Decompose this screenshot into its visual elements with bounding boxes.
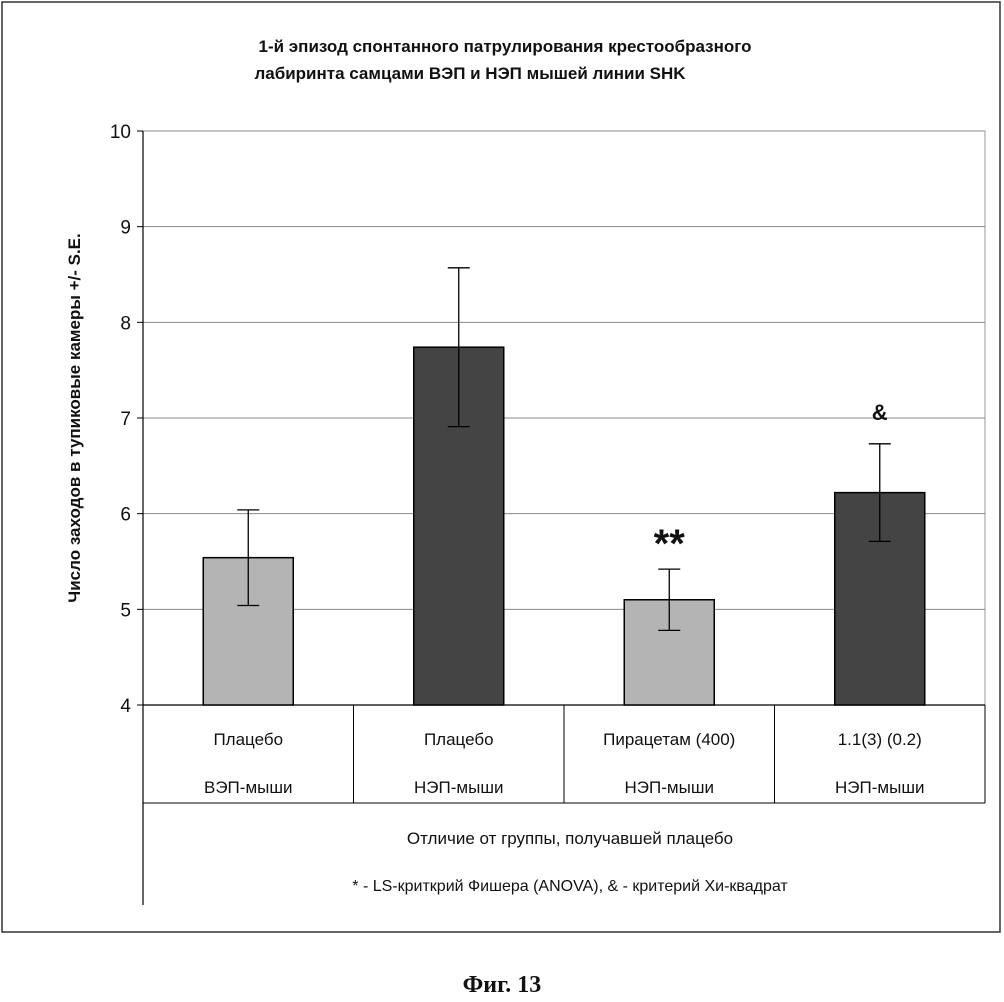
category-label-group: НЭП-мыши xyxy=(625,778,714,797)
significance-marker: & xyxy=(872,400,888,425)
note-line-2: * - LS-криткрий Фишера (ANOVA), & - крит… xyxy=(352,878,788,895)
category-label-treatment: Пирацетам (400) xyxy=(603,730,735,749)
y-tick-label: 7 xyxy=(120,409,131,430)
y-tick-label: 6 xyxy=(120,505,131,526)
category-label-treatment: 1.1(3) (0.2) xyxy=(838,730,922,749)
y-tick-label: 9 xyxy=(120,218,131,239)
y-tick-label: 10 xyxy=(110,122,131,143)
figure-caption: Фиг. 13 xyxy=(463,972,542,998)
note-line-1: Отличие от группы, получавшей плацебо xyxy=(407,829,733,848)
chart-title-line-2: лабиринта самцами ВЭП и НЭП мышей линии … xyxy=(254,64,686,83)
y-tick-label: 8 xyxy=(120,313,131,334)
significance-marker: ** xyxy=(654,522,686,566)
category-label-group: НЭП-мыши xyxy=(835,778,924,797)
y-axis-label: Число заходов в тупиковые камеры +/- S.E… xyxy=(65,233,84,602)
category-label-treatment: Плацебо xyxy=(213,730,283,749)
chart-title-line-1: 1-й эпизод спонтанного патрулирования кр… xyxy=(259,37,752,56)
category-label-group: НЭП-мыши xyxy=(414,778,503,797)
y-tick-label: 5 xyxy=(120,600,131,621)
y-tick-label: 4 xyxy=(120,696,131,717)
category-label-treatment: Плацебо xyxy=(424,730,494,749)
category-label-group: ВЭП-мыши xyxy=(204,778,292,797)
bar xyxy=(202,556,294,706)
